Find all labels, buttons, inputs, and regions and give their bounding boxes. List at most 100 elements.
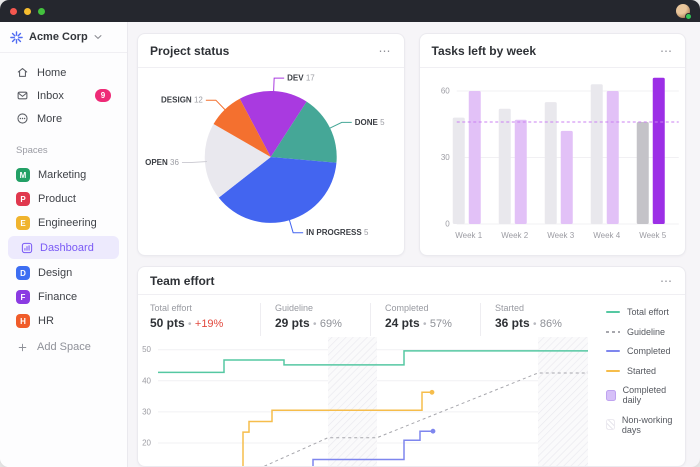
- chart-legend: Total effort Guideline Completed Started Com…: [590, 295, 685, 466]
- effort-y-tick: 50: [142, 345, 151, 354]
- stat-completed: Completed 24 pts • 57%: [370, 303, 480, 336]
- pie-slice-design[interactable]: [213, 98, 271, 157]
- bar-y-tick: 60: [440, 86, 449, 95]
- add-space-button[interactable]: Add Space: [0, 333, 127, 361]
- stat-label: Started: [495, 303, 525, 313]
- pie-slice-dev[interactable]: [239, 90, 307, 157]
- bar-y-tick: 0: [445, 220, 450, 229]
- stat-total-effort: Total effort 50 pts • +19%: [150, 303, 260, 336]
- space-label: HR: [38, 315, 54, 327]
- card-menu-button[interactable]: ⋯: [660, 44, 673, 58]
- pie-slice-open[interactable]: [204, 124, 271, 198]
- workspace-name: Acme Corp: [29, 31, 88, 43]
- non-working-days-band: [538, 337, 588, 466]
- legend-label: Started: [627, 365, 657, 376]
- bar-x-label: Week 3: [547, 231, 575, 240]
- tasks-by-week-bar-chart: 0 30 60 Week 1 Week 2 Week 3 Week 4 Week 5: [440, 77, 679, 240]
- sidebar: Acme Corp Home Inbox: [0, 22, 128, 467]
- pie-leader-line: [205, 99, 227, 112]
- bar-week-2-purple[interactable]: [514, 119, 527, 224]
- effort-y-tick: 20: [142, 439, 151, 448]
- pie-label-done: DONE 5: [355, 118, 385, 127]
- stat-value: 50 pts • +19%: [150, 316, 224, 330]
- team-effort-card: Team effort ⋯ Total effort 50 pts • +19% G…: [137, 266, 686, 467]
- card-title: Project status: [150, 44, 230, 58]
- window-titlebar: [0, 0, 700, 22]
- pie-label-dev: DEV 17: [287, 74, 315, 83]
- tasks-by-week-card: Tasks left by week ⋯ 0 30 60 Week 1 Week 2 We…: [418, 33, 686, 256]
- series-end-dot: [429, 389, 435, 395]
- project-status-pie-chart: DEV 17 DONE 5 IN PROGRESS 5 OPEN 36 DESIGN 1…: [145, 74, 385, 238]
- traffic-lights: [10, 7, 45, 15]
- sidebar-item-product[interactable]: P Product: [8, 187, 119, 211]
- legend-label: Guideline: [627, 326, 666, 337]
- bar-week-4-purple[interactable]: [606, 91, 619, 224]
- sidebar-item-inbox[interactable]: Inbox 9: [8, 84, 119, 107]
- sidebar-item-design[interactable]: D Design: [8, 261, 119, 285]
- sidebar-item-hr[interactable]: H HR: [8, 309, 119, 333]
- stat-guideline: Guideline 29 pts • 69%: [260, 303, 370, 336]
- close-window-icon[interactable]: [10, 7, 17, 15]
- stat-value: 29 pts • 69%: [275, 316, 342, 330]
- sidebar-item-label: More: [37, 112, 63, 125]
- pie-slice-in-progress[interactable]: [218, 157, 337, 223]
- space-avatar: P: [16, 192, 30, 206]
- pie-label-in-progress: IN PROGRESS 5: [306, 228, 369, 237]
- bar-week-5-purple[interactable]: [652, 77, 665, 224]
- card-title: Tasks left by week: [431, 44, 537, 58]
- series-line-total-effort: [158, 350, 588, 374]
- pie-slice-done[interactable]: [270, 101, 337, 163]
- dashboard-chart-icon: [21, 242, 33, 253]
- bar-week-1-gray[interactable]: [452, 117, 465, 224]
- stat-value: 24 pts • 57%: [385, 316, 452, 330]
- workspace-switcher[interactable]: Acme Corp: [0, 22, 127, 53]
- legend-swatch-square: [606, 389, 616, 401]
- team-effort-stats: Total effort 50 pts • +19% Guideline 29 pts…: [138, 295, 590, 336]
- series-line-started: [242, 391, 432, 466]
- card-menu-button[interactable]: ⋯: [378, 44, 392, 58]
- bar-week-3-gray[interactable]: [544, 102, 557, 224]
- dashboard-main: Project status ⋯ DEV 17 DONE 5 IN PROGRESS…: [128, 22, 700, 467]
- legend-item-guideline: Guideline: [606, 327, 677, 337]
- space-avatar: H: [16, 314, 30, 328]
- dashboard-label: Dashboard: [40, 241, 94, 254]
- legend-item-non-working-days: Non-working days: [606, 415, 677, 435]
- bar-week-5-gray[interactable]: [636, 122, 649, 224]
- space-avatar: M: [16, 168, 30, 182]
- bar-x-label: Week 4: [593, 231, 621, 240]
- home-icon: [17, 67, 28, 77]
- card-menu-button[interactable]: ⋯: [660, 274, 673, 288]
- sidebar-item-engineering[interactable]: E Engineering: [8, 211, 119, 235]
- bar-week-2-gray[interactable]: [498, 108, 511, 224]
- zoom-window-icon[interactable]: [38, 7, 45, 15]
- sidebar-item-dashboard[interactable]: Dashboard: [8, 236, 119, 259]
- stat-started: Started 36 pts • 86%: [480, 303, 590, 336]
- pie-label-open: OPEN 36: [145, 158, 179, 167]
- space-label: Design: [38, 267, 73, 279]
- series-line-guideline: [263, 372, 588, 466]
- bar-week-4-gray[interactable]: [590, 84, 603, 224]
- user-avatar[interactable]: [676, 4, 692, 20]
- minimize-window-icon[interactable]: [24, 7, 31, 15]
- pie-leader-line: [328, 121, 352, 130]
- bar-y-tick: 30: [440, 153, 449, 162]
- sidebar-item-label: Home: [37, 66, 67, 79]
- space-avatar: D: [16, 266, 30, 280]
- bar-week-1-purple[interactable]: [468, 91, 481, 224]
- bar-x-label: Week 5: [639, 231, 667, 240]
- sidebar-item-marketing[interactable]: M Marketing: [8, 163, 119, 187]
- stat-label: Completed: [385, 303, 429, 313]
- bar-week-3-purple[interactable]: [560, 130, 573, 224]
- sidebar-item-home[interactable]: Home: [8, 61, 119, 84]
- workspace-logo-icon: [10, 30, 23, 44]
- sidebar-item-finance[interactable]: F Finance: [8, 285, 119, 309]
- sidebar-item-more[interactable]: More: [8, 107, 119, 130]
- non-working-days-band: [328, 337, 377, 466]
- legend-item-started: Started: [606, 366, 677, 376]
- plus-icon: [18, 343, 27, 351]
- stat-label: Total effort: [150, 303, 192, 313]
- pie-leader-line: [181, 161, 207, 163]
- space-label: Engineering: [38, 217, 97, 229]
- inbox-unread-badge: 9: [95, 89, 111, 102]
